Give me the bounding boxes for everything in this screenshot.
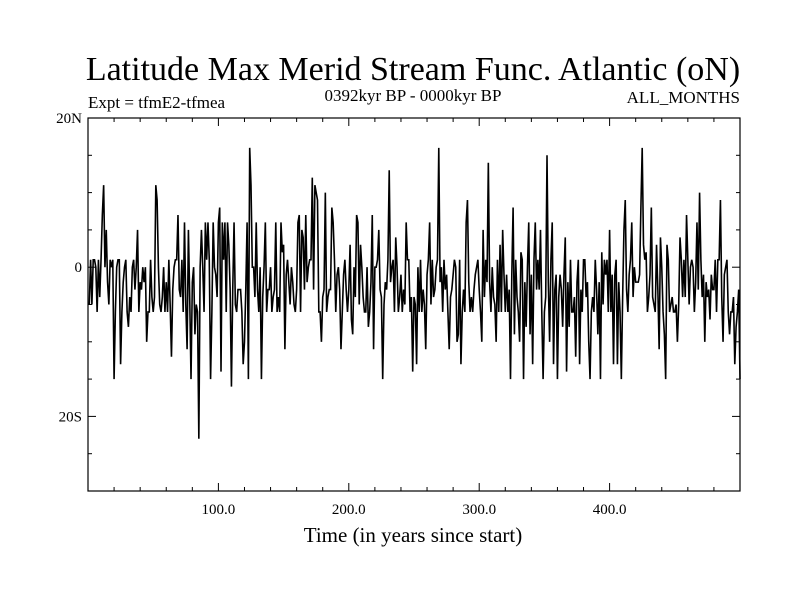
- x-tick-label: 200.0: [332, 502, 366, 518]
- series-layer: [88, 147, 741, 439]
- chart-title: Latitude Max Merid Stream Func. Atlantic…: [86, 51, 740, 88]
- period-label: 0392kyr BP - 0000kyr BP: [325, 86, 502, 105]
- x-tick-label: 300.0: [462, 502, 496, 518]
- x-tick-label: 100.0: [202, 502, 236, 518]
- y-axis: 20N 0 20S: [56, 111, 740, 455]
- series-line-0: [88, 147, 741, 439]
- x-axis: 100.0 200.0 300.0 400.0: [113, 118, 715, 518]
- experiment-label: Expt = tfmE2-tfmea: [88, 93, 226, 112]
- y-tick-label: 0: [75, 260, 83, 276]
- season-label: ALL_MONTHS: [627, 88, 740, 107]
- x-axis-label: Time (in years since start): [304, 523, 523, 547]
- x-tick-label: 400.0: [593, 502, 627, 518]
- y-tick-label: 20S: [59, 409, 82, 425]
- y-tick-label: 20N: [56, 111, 82, 127]
